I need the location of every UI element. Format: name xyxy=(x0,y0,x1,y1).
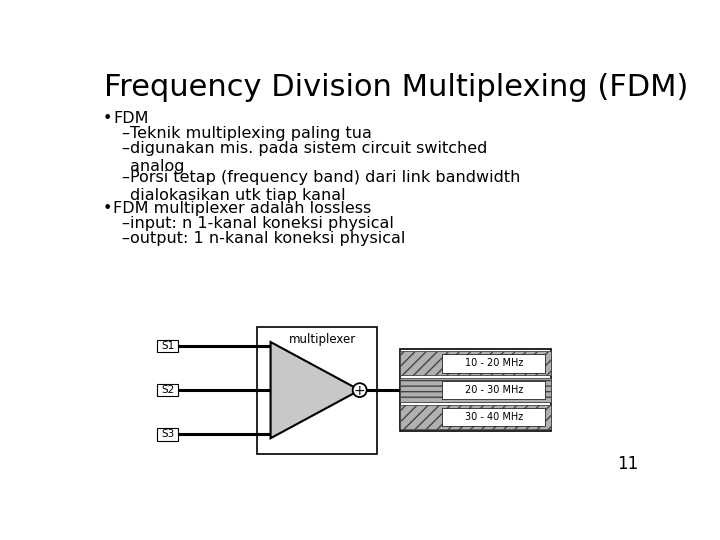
Text: –: – xyxy=(121,231,129,246)
Text: –: – xyxy=(121,170,129,185)
Bar xyxy=(157,384,179,396)
Text: input: n 1-kanal koneksi physical: input: n 1-kanal koneksi physical xyxy=(130,216,394,231)
Text: 10 - 20 MHz: 10 - 20 MHz xyxy=(464,358,523,368)
Bar xyxy=(442,408,545,427)
Polygon shape xyxy=(271,342,360,438)
Text: S1: S1 xyxy=(161,341,174,351)
Text: 20 - 30 MHz: 20 - 30 MHz xyxy=(464,385,523,395)
Text: Frequency Division Multiplexing (FDM): Frequency Division Multiplexing (FDM) xyxy=(104,72,688,102)
Text: FDM: FDM xyxy=(113,111,149,126)
Bar xyxy=(157,340,179,352)
Circle shape xyxy=(353,383,366,397)
Bar xyxy=(400,378,551,402)
Text: S2: S2 xyxy=(161,385,174,395)
Text: •: • xyxy=(102,201,112,216)
Text: Teknik multiplexing paling tua: Teknik multiplexing paling tua xyxy=(130,126,372,141)
Bar xyxy=(400,349,551,431)
Bar xyxy=(256,327,377,454)
Text: –: – xyxy=(121,141,129,156)
Text: –: – xyxy=(121,126,129,141)
Bar xyxy=(157,428,179,441)
Text: multiplexer: multiplexer xyxy=(289,333,356,346)
Text: 30 - 40 MHz: 30 - 40 MHz xyxy=(464,412,523,422)
Bar xyxy=(442,354,545,373)
Text: +: + xyxy=(354,384,366,398)
Text: 11: 11 xyxy=(618,455,639,473)
Text: digunakan mis. pada sistem circuit switched
analog: digunakan mis. pada sistem circuit switc… xyxy=(130,141,487,174)
Text: Porsi tetap (frequency band) dari link bandwidth
dialokasikan utk tiap kanal: Porsi tetap (frequency band) dari link b… xyxy=(130,170,521,203)
Text: output: 1 n-kanal koneksi physical: output: 1 n-kanal koneksi physical xyxy=(130,231,405,246)
Bar xyxy=(400,405,551,429)
Bar xyxy=(442,381,545,400)
Text: •: • xyxy=(102,111,112,126)
Text: S3: S3 xyxy=(161,429,174,440)
Text: –: – xyxy=(121,216,129,231)
Bar xyxy=(400,351,551,375)
Text: FDM multiplexer adalah lossless: FDM multiplexer adalah lossless xyxy=(113,201,372,216)
